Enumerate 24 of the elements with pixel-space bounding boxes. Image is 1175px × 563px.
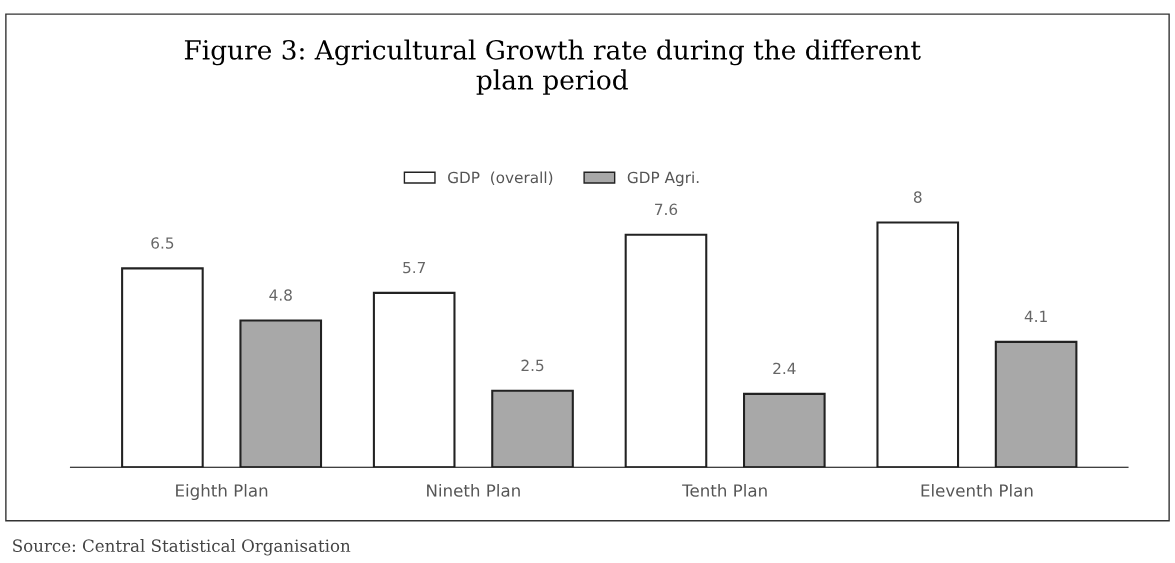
bar — [491, 389, 574, 468]
x-tick-label: Nineth Plan — [427, 483, 520, 497]
x-tick-label: Eleventh Plan — [921, 483, 1033, 497]
source-note: Source: Central Statistical Organisation — [13, 539, 351, 556]
bar — [624, 233, 708, 468]
data-label: 2.5 — [521, 359, 544, 372]
bar — [372, 291, 456, 468]
data-label: 2.4 — [773, 362, 796, 375]
data-label: 5.7 — [403, 261, 426, 274]
data-label: 8 — [913, 191, 922, 203]
data-label: 4.8 — [269, 289, 292, 301]
legend-label: GDP Agri. — [627, 171, 699, 187]
bar — [239, 319, 323, 468]
bar — [742, 392, 826, 468]
data-label: 6.5 — [151, 237, 174, 249]
bar — [121, 267, 204, 468]
bar — [876, 221, 960, 468]
legend-label: GDP (overall) — [448, 171, 553, 186]
x-tick-label: Eighth Plan — [176, 483, 268, 501]
x-tick-label: Tenth Plan — [682, 483, 767, 497]
chart-title: Figure 3: Agricultural Growth rate during the different plan period — [184, 39, 921, 95]
data-label: 7.6 — [655, 203, 678, 216]
data-label: 4.1 — [1024, 310, 1047, 322]
bar — [994, 340, 1078, 468]
